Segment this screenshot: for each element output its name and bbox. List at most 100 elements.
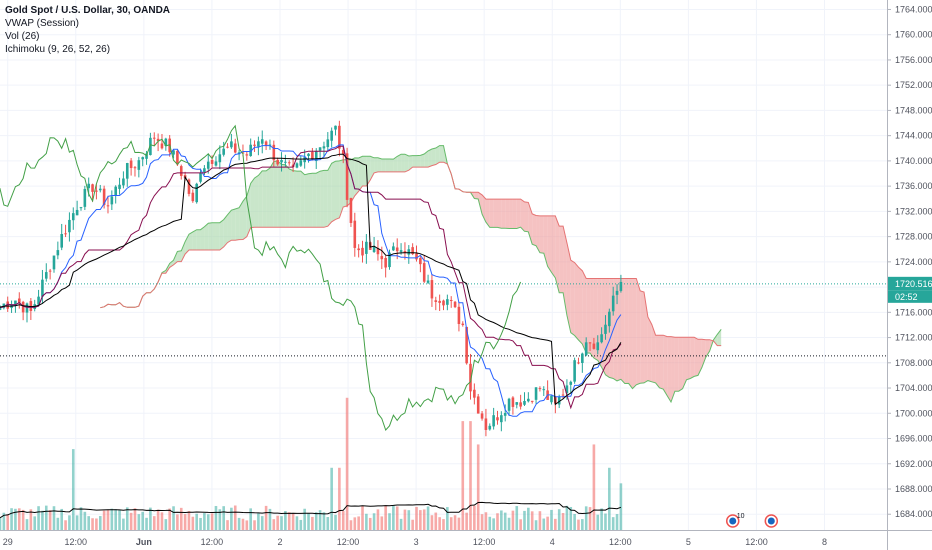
senkou-span-b-line: [100, 161, 722, 347]
candle: [272, 140, 276, 167]
candle-body: [210, 159, 214, 164]
cloud-segment: [397, 154, 402, 172]
candle-body: [588, 342, 592, 344]
price-tick-label: 1712.000: [895, 333, 932, 343]
volume-bar: [203, 513, 206, 530]
volume-bar: [453, 515, 457, 530]
time-tick-label: 12:00: [745, 537, 768, 547]
candle: [164, 137, 168, 151]
volume-bar: [411, 519, 414, 530]
candle: [195, 182, 198, 204]
cloud-segment: [293, 170, 297, 228]
candle-body: [268, 144, 272, 146]
cloud-segment: [381, 159, 386, 172]
price-tick-label: 1708.000: [895, 358, 932, 368]
candle: [449, 296, 453, 308]
volume-bar: [295, 516, 299, 530]
candle: [619, 274, 623, 293]
candle-body: [419, 257, 422, 265]
candle-body: [604, 324, 607, 334]
candle-body: [415, 253, 418, 260]
candle-body: [434, 300, 438, 302]
candle: [176, 149, 179, 166]
candle-body: [561, 394, 565, 396]
volume-bar: [199, 517, 202, 530]
volume-bar: [592, 444, 596, 530]
candle: [64, 224, 67, 238]
cloud-segment: [200, 226, 205, 250]
cloud-segment: [524, 201, 529, 232]
candle-body: [330, 130, 333, 141]
candle: [98, 184, 102, 193]
candle: [214, 156, 218, 167]
candle-body: [95, 190, 98, 192]
candle: [218, 145, 222, 170]
cloud-segment: [520, 199, 525, 232]
volume-bar: [318, 510, 322, 530]
cloud-segment: [620, 278, 625, 384]
candle: [102, 185, 106, 209]
candle: [581, 352, 584, 373]
volume-bar: [311, 516, 314, 530]
volume-bar: [511, 510, 515, 530]
candle-body: [133, 167, 137, 169]
candle: [14, 300, 17, 313]
volume-bar: [299, 519, 303, 530]
last-price-box: [888, 276, 932, 291]
volume-bar: [276, 515, 279, 530]
candle: [353, 212, 357, 257]
candle: [21, 300, 25, 321]
candle: [230, 133, 233, 149]
volume-bar: [260, 516, 264, 530]
cloud-segment: [192, 229, 197, 250]
cloud-segment: [532, 213, 537, 246]
candle-body: [280, 160, 283, 163]
cloud-segment: [304, 173, 309, 228]
volume-bar: [145, 517, 148, 530]
candle-body: [125, 163, 129, 179]
cloud-segment: [640, 290, 645, 384]
volume-bar: [488, 516, 492, 530]
volume-bar: [399, 518, 403, 530]
volume-bar: [114, 509, 117, 530]
cloud-segment: [644, 292, 648, 383]
candle-body: [253, 144, 256, 146]
cloud-segment: [181, 241, 186, 262]
cloud-segment: [177, 250, 182, 262]
candle: [569, 380, 573, 394]
time-tick-label: 2: [277, 537, 282, 547]
candle: [284, 154, 287, 168]
candle-body: [511, 397, 515, 407]
price-tick-label: 1752.000: [895, 80, 932, 90]
time-tick-label: 12:00: [201, 537, 224, 547]
candle-body: [307, 153, 310, 157]
event-badge-1[interactable]: [764, 514, 779, 528]
candle-body: [226, 146, 229, 148]
candle-body: [399, 250, 403, 252]
cloud-segment: [277, 161, 282, 228]
candle-body: [449, 299, 453, 302]
cloud-segment: [694, 337, 699, 377]
candle-body: [44, 272, 48, 279]
candle-body: [403, 251, 407, 253]
candle-body: [60, 234, 64, 248]
price-tick-label: 1764.000: [895, 4, 932, 14]
candle-body: [21, 301, 25, 313]
volume-bar: [280, 516, 283, 530]
cloud-segment: [597, 278, 602, 368]
candle: [37, 289, 40, 307]
event-badge-0[interactable]: 10: [725, 513, 745, 528]
candle-body: [461, 323, 465, 326]
senkou-span-a-line: [100, 145, 722, 404]
price-tick-label: 1696.000: [895, 434, 932, 444]
volume-bar: [149, 507, 152, 530]
candle-body: [56, 250, 60, 256]
volume-bar: [449, 517, 453, 530]
candle-body: [106, 205, 110, 207]
cloud-segment: [543, 215, 548, 267]
volume-bar: [527, 507, 530, 530]
candle: [538, 386, 542, 392]
cloud-segment: [682, 337, 687, 389]
cloud-segment: [208, 222, 213, 250]
